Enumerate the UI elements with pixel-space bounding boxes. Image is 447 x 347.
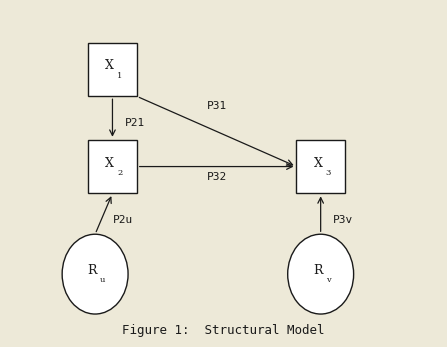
FancyBboxPatch shape [296, 139, 345, 194]
Text: u: u [100, 276, 105, 285]
FancyBboxPatch shape [88, 43, 137, 96]
Text: Figure 1:  Structural Model: Figure 1: Structural Model [122, 324, 325, 337]
Text: P3v: P3v [333, 215, 353, 225]
Text: P32: P32 [207, 172, 227, 182]
Ellipse shape [288, 234, 354, 314]
FancyBboxPatch shape [88, 139, 137, 194]
Text: X: X [105, 156, 114, 170]
Text: v: v [326, 276, 331, 285]
Text: P2u: P2u [113, 215, 133, 225]
Text: 3: 3 [325, 169, 331, 177]
Text: 2: 2 [118, 169, 123, 177]
Text: X: X [105, 59, 114, 73]
Text: 1: 1 [118, 71, 123, 80]
Text: R: R [88, 264, 97, 277]
Text: P31: P31 [207, 101, 227, 111]
Text: P21: P21 [125, 118, 145, 128]
Ellipse shape [62, 234, 128, 314]
Text: R: R [313, 264, 323, 277]
Text: X: X [313, 156, 322, 170]
